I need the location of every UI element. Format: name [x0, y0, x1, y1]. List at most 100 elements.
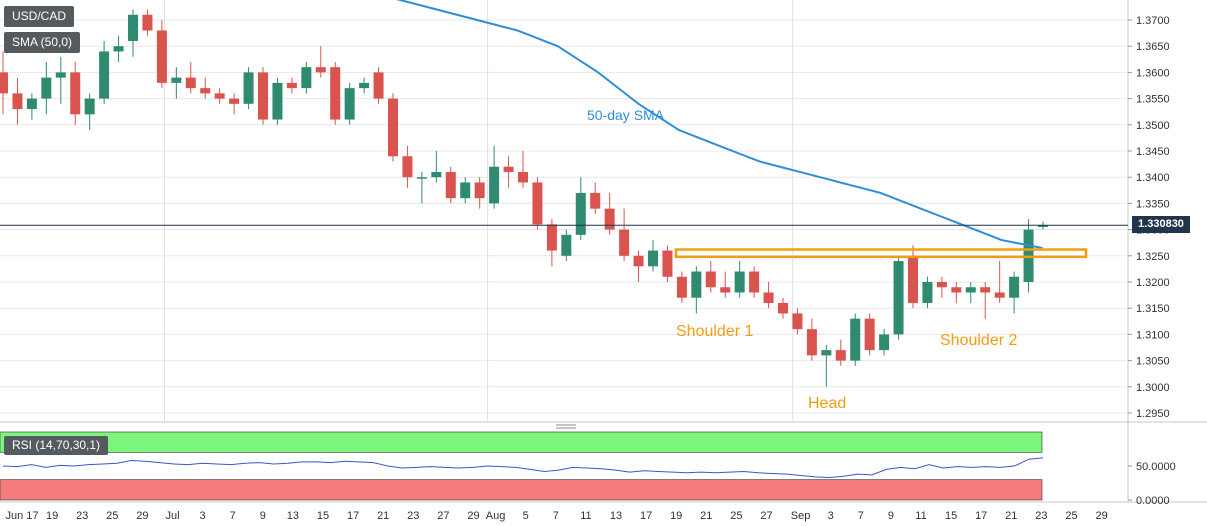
- candle-body: [922, 282, 933, 303]
- candle-body: [402, 156, 413, 178]
- price-axis: 1.3700 1.3650 1.3600 1.3550 1.3500 1.3450 1.34…: [1128, 15, 1170, 420]
- candle-body: [200, 88, 211, 94]
- candle-body: [518, 171, 528, 183]
- candle-body: [590, 192, 601, 209]
- price-tick-label: 1.3100: [1136, 329, 1170, 341]
- date-tick-label: 7: [553, 510, 559, 522]
- candle-body: [821, 350, 832, 356]
- candle-body: [272, 82, 283, 120]
- candle-body: [431, 171, 442, 178]
- candle-body: [243, 72, 254, 104]
- date-tick-label: 3: [200, 510, 206, 522]
- date-tick-label: 29: [1095, 510, 1107, 522]
- date-axis: Jun 17 19 23 25 29 Jul 3 7 9 13 15 17 21 23 27 29 Aug 5 7 1…: [5, 510, 1107, 522]
- rsi-tick-label: 50.0000: [1136, 461, 1176, 473]
- candle-body: [994, 292, 1005, 298]
- candle-body: [893, 261, 904, 335]
- candle-body: [879, 334, 890, 351]
- date-tick-label: Aug: [486, 510, 506, 522]
- date-tick-label: 9: [260, 510, 266, 522]
- candle-body: [214, 93, 225, 99]
- date-tick-label: 23: [1035, 510, 1047, 522]
- date-tick-label: 25: [1065, 510, 1077, 522]
- price-tick-label: 1.3450: [1136, 146, 1170, 158]
- candle-body: [648, 250, 658, 267]
- candle-body: [258, 72, 268, 120]
- candle-body: [55, 72, 66, 78]
- date-tick-label: 15: [945, 510, 957, 522]
- candle-body: [691, 271, 702, 298]
- price-tick-label: 1.3050: [1136, 356, 1170, 368]
- date-tick-label: 15: [317, 510, 329, 522]
- price-tick-label: 1.3700: [1136, 15, 1170, 27]
- candle-body: [344, 88, 355, 120]
- candle-body: [575, 192, 586, 235]
- price-tick-label: 1.3600: [1136, 67, 1170, 79]
- date-tick-label: 19: [670, 510, 682, 522]
- price-tick-label: 1.3650: [1136, 41, 1170, 53]
- date-tick-label: 11: [915, 510, 926, 522]
- candle-body: [604, 208, 615, 230]
- date-tick-label: 3: [828, 510, 834, 522]
- date-tick-label: 21: [700, 510, 712, 522]
- rsi-line: [2, 457, 1044, 479]
- candle-body: [864, 318, 875, 351]
- price-tick-label: 1.3350: [1136, 198, 1170, 210]
- sma-indicator-tag[interactable]: SMA (50,0): [4, 32, 81, 53]
- date-tick-label: Sep: [791, 510, 811, 522]
- date-tick-label: 29: [136, 510, 148, 522]
- date-tick-label: 21: [377, 510, 389, 522]
- candle-body: [1009, 276, 1020, 298]
- candle-body: [12, 93, 23, 110]
- main-plot-area: [0, 0, 1128, 422]
- candle-body: [951, 287, 962, 293]
- symbol-tag: USD/CAD: [4, 6, 75, 27]
- candles: [0, 9, 1048, 387]
- date-tick-label: 7: [230, 510, 236, 522]
- rsi-indicator-tag[interactable]: RSI (14,70,30,1): [4, 436, 109, 455]
- date-tick-label: Jul: [165, 510, 179, 522]
- rsi-overbought-zone: [0, 431, 1043, 453]
- candle-body: [792, 313, 803, 330]
- candle-body: [26, 98, 37, 110]
- date-tick-label: 27: [437, 510, 449, 522]
- date-tick-label: 21: [1005, 510, 1017, 522]
- candle-body: [185, 77, 196, 89]
- candle-body: [936, 282, 947, 288]
- candle-body: [546, 224, 557, 251]
- candle-body: [908, 255, 918, 303]
- price-tick-label: 1.3550: [1136, 94, 1170, 106]
- date-tick-label: Jun 17: [5, 510, 38, 522]
- date-tick-label: 23: [76, 510, 88, 522]
- candle-body: [0, 72, 8, 94]
- candle-body: [1038, 225, 1048, 227]
- rsi-tick-label: 0.0000: [1136, 495, 1170, 507]
- sma-label: 50-day SMA: [587, 107, 665, 123]
- candle-body: [835, 350, 846, 361]
- date-tick-label: 7: [858, 510, 864, 522]
- candle-body: [503, 166, 514, 172]
- candle-body: [330, 67, 341, 120]
- candle-body: [156, 30, 167, 83]
- candle-body: [489, 166, 500, 204]
- candle-body: [705, 271, 716, 288]
- candle-body: [315, 67, 326, 73]
- candle-body: [965, 287, 976, 293]
- candle-body: [445, 171, 456, 199]
- date-tick-label: 27: [760, 510, 772, 522]
- price-tick-label: 1.3250: [1136, 251, 1170, 263]
- candle-body: [633, 255, 644, 267]
- candle-body: [301, 67, 312, 89]
- date-tick-label: 17: [640, 510, 652, 522]
- price-tick-label: 1.3150: [1136, 303, 1170, 315]
- head-label: Head: [808, 395, 847, 412]
- date-tick-label: 11: [580, 510, 591, 522]
- candle-body: [763, 292, 774, 303]
- candle-body: [532, 182, 543, 225]
- main-grid: [0, 0, 1207, 503]
- date-tick-label: 17: [347, 510, 359, 522]
- candle-body: [142, 14, 153, 31]
- candle-body: [229, 98, 240, 104]
- candle-body: [99, 51, 110, 99]
